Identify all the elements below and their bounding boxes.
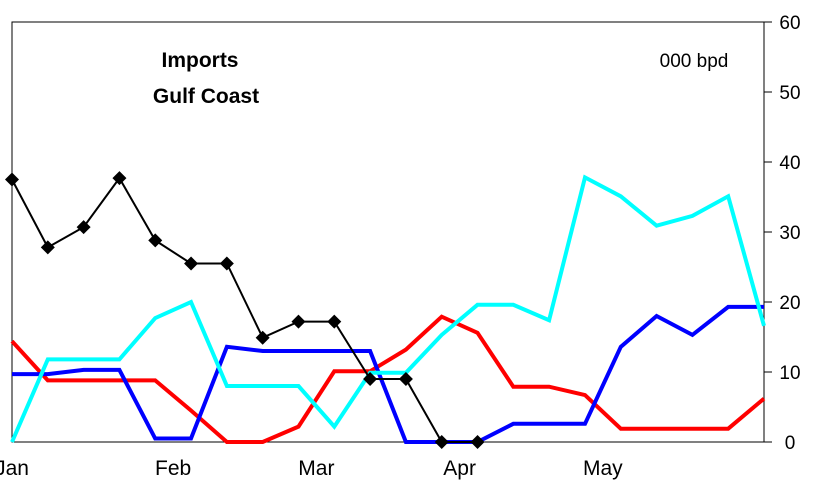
y-tick-label: 30 [779, 223, 800, 244]
series-point-0-7 [255, 330, 270, 345]
unit-label: 000 bpd [660, 51, 729, 72]
series-point-0-0 [5, 172, 19, 187]
marker-layer [5, 171, 485, 449]
series-point-0-8 [291, 314, 306, 329]
y-tick-label: 60 [779, 13, 800, 34]
series-point-0-13 [470, 435, 485, 449]
x-tick-label: Mar [298, 457, 334, 480]
series-point-0-3 [112, 171, 127, 186]
series-point-0-2 [76, 220, 91, 235]
series-point-0-1 [40, 240, 55, 255]
series-line-2 [12, 304, 764, 444]
y-tick-label: 50 [779, 83, 800, 104]
series-line-3 [10, 174, 766, 443]
y-tick-label: 20 [779, 293, 800, 314]
chart-title: Imports [161, 49, 238, 72]
x-tick-label: May [583, 457, 623, 480]
series-point-0-6 [219, 256, 234, 271]
series-point-0-5 [184, 256, 199, 271]
series-point-0-9 [327, 314, 342, 329]
series-point-0-12 [434, 435, 449, 449]
series-point-0-4 [148, 233, 163, 248]
y-tick-label: 40 [779, 153, 800, 174]
x-axis-ticks: Jan Feb Mar Apr May [0, 457, 623, 480]
x-tick-label: Apr [443, 457, 476, 480]
y-tick-label: 0 [785, 433, 796, 454]
chart-subtitle: Gulf Coast [153, 85, 259, 108]
series-layer [10, 174, 766, 444]
x-tick-label: Jan [0, 457, 29, 480]
series-point-0-10 [363, 372, 378, 386]
x-tick-label: Feb [155, 457, 191, 480]
series-point-0-11 [398, 372, 413, 386]
series-line-1 [10, 314, 766, 444]
y-axis-ticks: 0 10 20 30 40 50 60 [764, 13, 801, 454]
y-tick-label: 10 [779, 363, 800, 384]
